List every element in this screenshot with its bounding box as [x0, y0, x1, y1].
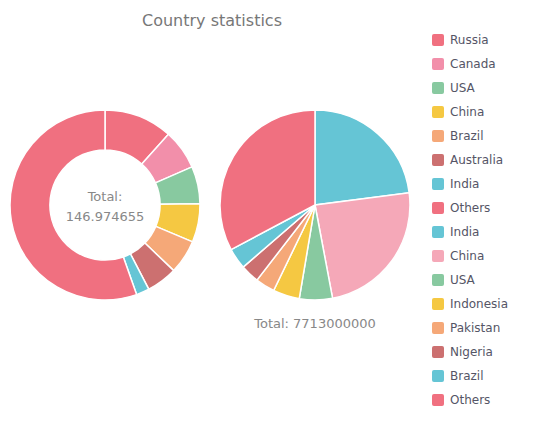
title: Country statistics: [142, 11, 282, 30]
legend-label: Others: [450, 201, 490, 215]
legend-label: Russia: [450, 33, 489, 47]
legend-label: Others: [450, 393, 490, 407]
donut-slice: [10, 110, 137, 300]
legend-swatch: [432, 370, 444, 382]
annotation: Total: 7713000000: [253, 316, 376, 331]
legend-label: China: [450, 249, 484, 263]
legend-swatch: [432, 274, 444, 286]
legend-label: India: [450, 225, 479, 239]
legend-swatch: [432, 298, 444, 310]
legend-swatch: [432, 130, 444, 142]
legend-label: India: [450, 177, 479, 191]
legend-label: Pakistan: [450, 321, 500, 335]
legend-swatch: [432, 34, 444, 46]
annotation: Total:: [87, 189, 123, 204]
legend-label: USA: [450, 273, 476, 287]
legend-swatch: [432, 154, 444, 166]
legend-swatch: [432, 346, 444, 358]
legend-swatch: [432, 106, 444, 118]
legend-label: Indonesia: [450, 297, 508, 311]
legend-label: USA: [450, 81, 476, 95]
legend-label: Canada: [450, 57, 496, 71]
legend-label: Brazil: [450, 369, 484, 383]
legend-swatch: [432, 82, 444, 94]
pie-chart: [220, 110, 410, 300]
legend-label: Brazil: [450, 129, 484, 143]
legend-swatch: [432, 250, 444, 262]
chart-root: Country statistics Total: 146.974655 Total:…: [0, 0, 558, 434]
annotation: 146.974655: [66, 209, 145, 224]
legend-swatch: [432, 202, 444, 214]
legend-swatch: [432, 322, 444, 334]
pie-slice: [315, 110, 409, 205]
legend-swatch: [432, 58, 444, 70]
legend-swatch: [432, 178, 444, 190]
legend-swatch: [432, 226, 444, 238]
legend-swatch: [432, 394, 444, 406]
legend-label: China: [450, 105, 484, 119]
legend: Russia Canada USA China Brazil Australia India…: [432, 33, 508, 407]
legend-label: Nigeria: [450, 345, 493, 359]
legend-label: Australia: [450, 153, 503, 167]
donut-chart: [10, 110, 200, 300]
pie-slice: [220, 110, 315, 250]
donut-slice: [155, 167, 200, 204]
